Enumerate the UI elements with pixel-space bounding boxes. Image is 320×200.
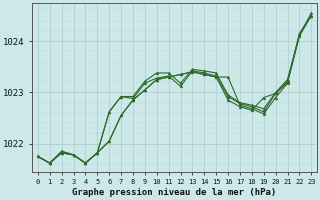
X-axis label: Graphe pression niveau de la mer (hPa): Graphe pression niveau de la mer (hPa)	[72, 188, 277, 197]
